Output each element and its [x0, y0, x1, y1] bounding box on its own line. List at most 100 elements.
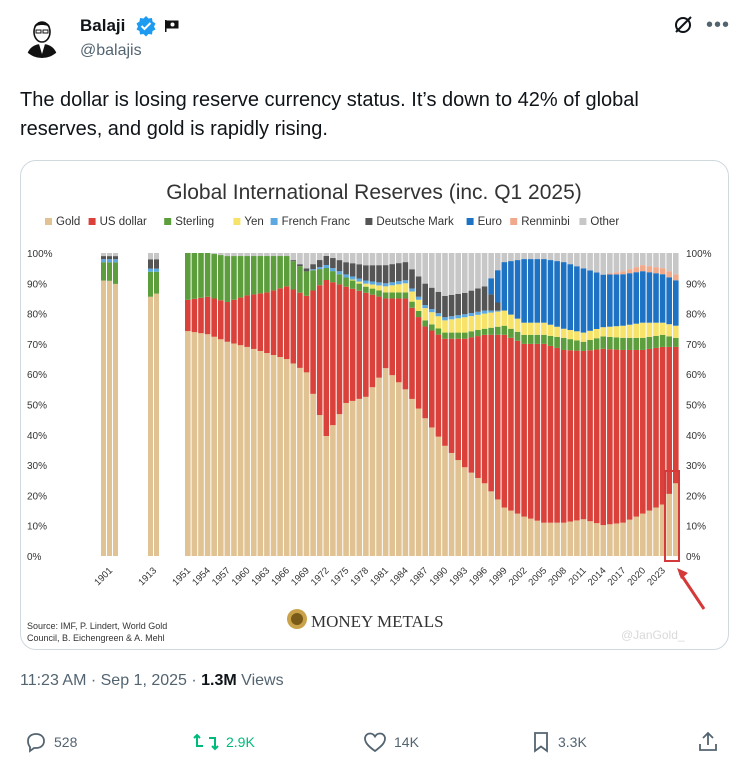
bar-segment: [277, 357, 283, 556]
bar-segment: [113, 256, 118, 260]
bar-segment: [448, 338, 455, 453]
avatar[interactable]: [20, 14, 64, 58]
bar-segment: [349, 263, 356, 277]
repost-button[interactable]: 2.9K: [192, 730, 255, 754]
share-button[interactable]: [696, 730, 726, 754]
bar-segment: [600, 274, 607, 328]
bar-segment: [448, 319, 455, 333]
bar-segment: [494, 499, 501, 556]
bar-segment: [376, 253, 382, 266]
more-icon[interactable]: •••: [706, 14, 731, 36]
bar-segment: [349, 279, 356, 281]
bar-segment: [409, 288, 415, 292]
tweet-meta: 11:23 AM · Sep 1, 2025 · 1.3M Views: [20, 672, 284, 690]
bar-segment: [402, 283, 409, 293]
views-count: 1.3M: [201, 672, 237, 689]
tweet-image-card[interactable]: Global International Reserves (inc. Q1 2…: [20, 160, 729, 650]
bar-segment: [356, 278, 363, 282]
bar-segment: [154, 268, 159, 272]
bar-segment: [574, 253, 580, 267]
bar-segment: [593, 338, 600, 350]
y-tick-label: 10%: [686, 522, 706, 533]
bar-segment: [382, 292, 389, 299]
author-name[interactable]: Balaji: [80, 16, 126, 35]
bar-segment: [231, 256, 237, 300]
bar-segment: [107, 262, 112, 281]
bar-segment: [244, 295, 250, 347]
bar-segment: [244, 256, 250, 296]
bar-segment: [494, 326, 501, 335]
bar-segment: [415, 299, 422, 311]
bar-segment: [673, 253, 679, 275]
brand-name: MONEY METALS: [311, 612, 444, 631]
bar-segment: [396, 298, 402, 383]
bookmark-button[interactable]: 3.3K: [530, 730, 587, 754]
bar-segment: [554, 522, 560, 556]
bar-segment: [204, 334, 211, 556]
like-button[interactable]: 14K: [362, 730, 419, 754]
bar-segment: [310, 270, 316, 291]
author-handle[interactable]: @balajis: [80, 42, 142, 59]
y-tick-label: 20%: [686, 491, 706, 502]
bar-segment: [198, 333, 204, 556]
bar-segment: [237, 256, 244, 298]
bar-segment: [389, 292, 396, 299]
bar-segment: [613, 523, 620, 556]
bar-segment: [191, 253, 198, 299]
reply-button[interactable]: 528: [24, 730, 77, 754]
bar-segment: [646, 336, 653, 349]
bar-segment: [626, 519, 633, 556]
bar-segment: [620, 325, 626, 338]
grok-icon[interactable]: [672, 14, 694, 41]
bar-segment: [297, 266, 303, 293]
timestamp[interactable]: 11:23 AM · Sep 1, 2025 ·: [20, 672, 202, 689]
bar-segment: [488, 310, 494, 313]
legend-item: Gold: [45, 216, 80, 228]
heart-icon: [364, 732, 386, 753]
bar-segment: [534, 520, 541, 556]
bar-segment: [541, 322, 547, 335]
bar-segment: [640, 253, 646, 266]
bar-segment: [494, 334, 501, 500]
bar-segment: [389, 282, 396, 286]
bar-segment: [323, 253, 330, 256]
bar-segment: [600, 253, 607, 275]
bar-segment: [316, 285, 323, 416]
bar-segment: [363, 396, 369, 556]
bar-segment: [343, 253, 349, 263]
bar-segment: [547, 345, 554, 523]
bar-segment: [422, 283, 428, 306]
bar-segment: [653, 335, 659, 348]
bar-segment: [673, 346, 679, 484]
bar-segment: [389, 375, 396, 556]
bar-segment: [297, 367, 303, 556]
x-tick-label: 1993: [447, 565, 470, 588]
bar-segment: [303, 271, 310, 296]
bar-segment: [154, 293, 159, 556]
bar-segment: [613, 326, 620, 338]
bar-segment: [191, 298, 198, 333]
bar-segment: [633, 337, 640, 350]
bar-segment: [534, 259, 541, 323]
tweet-actions: 528 2.9K 14K 3.3K: [0, 730, 748, 766]
bar-segment: [409, 301, 415, 308]
y-tick-label: 80%: [686, 310, 706, 321]
bar-segment: [653, 253, 659, 268]
bar-segment: [297, 292, 303, 368]
bar-segment: [396, 253, 402, 264]
bar-segment: [409, 269, 415, 289]
y-tick-label: 70%: [686, 340, 706, 351]
bar-segment: [356, 281, 363, 284]
bar-segment: [547, 260, 554, 325]
bar-segment: [468, 316, 475, 332]
bar-segment: [488, 491, 494, 556]
legend-swatch: [164, 218, 172, 225]
bar-segment: [481, 328, 488, 335]
bar-segment: [653, 347, 659, 508]
bar-segment: [231, 343, 237, 556]
legend-label: Sterling: [175, 216, 214, 228]
bar-segment: [250, 348, 257, 556]
bar-segment: [363, 253, 369, 266]
y-tick-label: 60%: [686, 370, 706, 381]
bar-segment: [600, 327, 607, 337]
